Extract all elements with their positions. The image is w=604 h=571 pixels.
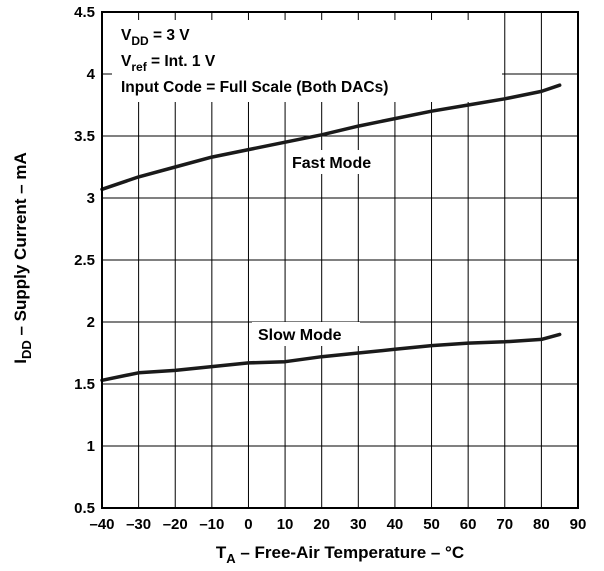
input-code-annotation: Input Code = Full Scale (Both DACs)	[121, 79, 388, 96]
fast-mode-label-background	[286, 150, 394, 174]
series-line-fast-mode	[100, 83, 562, 192]
x-axis-label: TA – Free-Air Temperature – °C	[216, 543, 464, 566]
x-tick-label: –10	[199, 516, 224, 533]
x-tick-label: –40	[89, 516, 114, 533]
y-axis-label: IDD – Supply Current – mA	[11, 152, 34, 364]
x-tick-label: 10	[277, 516, 294, 533]
y-tick-label: 4	[87, 66, 96, 83]
x-tick-label: 40	[387, 516, 404, 533]
y-tick-label: 1	[87, 438, 95, 455]
slow-mode-label-background	[252, 322, 360, 346]
x-tick-label: –20	[163, 516, 188, 533]
x-tick-label: 80	[533, 516, 550, 533]
fast-mode-label: Fast Mode	[292, 155, 371, 172]
vref-annotation: Vref = Int. 1 V	[121, 53, 216, 74]
x-tick-label: 90	[570, 516, 587, 533]
y-tick-label: 0.5	[74, 500, 95, 517]
x-tick-label: 70	[496, 516, 513, 533]
y-tick-label: 3.5	[74, 128, 95, 145]
y-tick-labels: 0.5 1 1.5 2 2.5 3 3.5 4 4.5	[74, 4, 96, 517]
y-tick-label: 3	[87, 190, 95, 207]
series-lines	[100, 83, 562, 383]
y-tick-label: 2.5	[74, 252, 95, 269]
x-tick-label: 20	[313, 516, 330, 533]
x-tick-label: 50	[423, 516, 440, 533]
series-line-slow-mode	[100, 332, 562, 383]
annotation-background	[112, 20, 502, 102]
vdd-annotation: VDD = 3 V	[121, 27, 190, 48]
grid	[102, 12, 578, 508]
y-tick-label: 2	[87, 314, 95, 331]
x-tick-label: 30	[350, 516, 367, 533]
plot-frame	[101, 11, 579, 509]
x-tick-label: 0	[244, 516, 252, 533]
x-tick-label: –30	[126, 516, 151, 533]
x-tick-label: 60	[460, 516, 477, 533]
conditions-annotation: VDD = 3 V Vref = Int. 1 V Input Code = F…	[121, 27, 388, 96]
y-tick-label: 1.5	[74, 376, 95, 393]
y-tick-label: 4.5	[74, 4, 95, 21]
slow-mode-label: Slow Mode	[258, 327, 342, 344]
x-tick-labels: –40 –30 –20 –10 0 10 20 30 40 50 60 70 80 90	[89, 516, 586, 533]
